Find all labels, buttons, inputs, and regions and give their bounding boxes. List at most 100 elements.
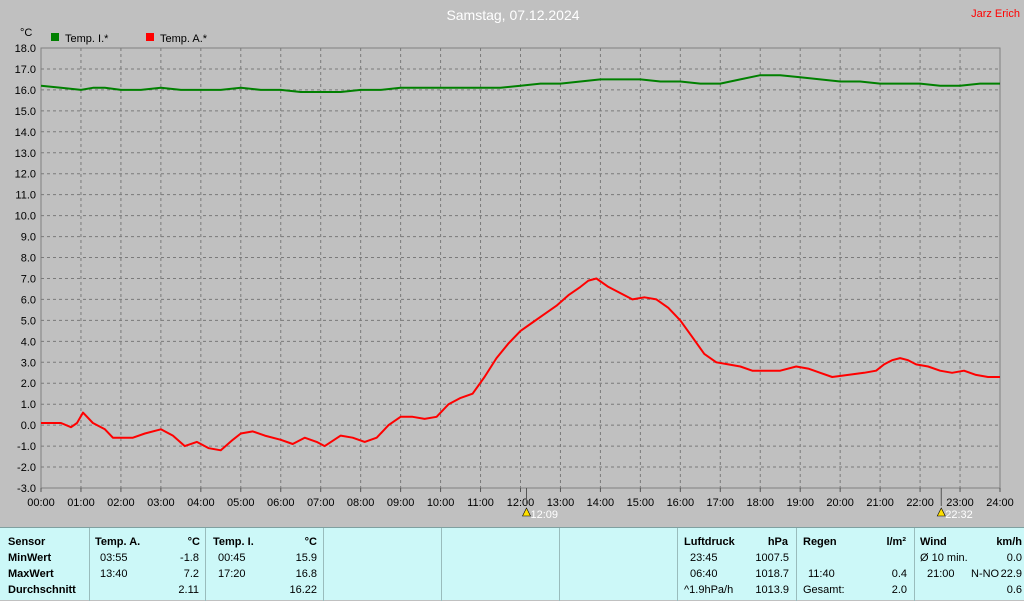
x-axis: 00:00 01:00 02:00 03:00 04:00 05:00 06:00 07:00… <box>27 488 1014 509</box>
x-tick-label: 22:00 <box>906 497 934 509</box>
wind-avg-day-value: 0.6 <box>1006 584 1022 596</box>
x-tick-label: 05:00 <box>227 497 255 509</box>
legend-label-inside: Temp. I.* <box>65 33 109 45</box>
temp-a-avg-value: 2.11 <box>178 584 199 596</box>
x-tick-label: 24:00 <box>986 497 1014 509</box>
temp-i-unit: °C <box>304 536 317 548</box>
x-tick-label: 17:00 <box>707 497 735 509</box>
wind-avg-value: 0.0 <box>1006 552 1022 564</box>
legend: Temp. I.* Temp. A.* <box>51 33 208 45</box>
grid <box>41 48 1000 488</box>
chart-title: Samstag, 07.12.2024 <box>446 7 579 23</box>
y-tick-label: 5.0 <box>21 315 36 327</box>
rain-max-time: 11:40 <box>808 568 835 580</box>
wind-unit: km/h <box>996 536 1022 548</box>
row-label-avg: Durchschnitt <box>8 584 76 596</box>
y-tick-label: 18.0 <box>15 43 36 55</box>
table-divider <box>559 528 560 601</box>
y-tick-label: 10.0 <box>15 211 36 223</box>
rain-unit: l/m² <box>886 536 906 548</box>
rain-max-value: 0.4 <box>891 568 907 580</box>
y-tick-label: 8.0 <box>21 253 36 265</box>
x-tick-label: 20:00 <box>826 497 854 509</box>
table-divider <box>89 528 90 601</box>
pressure-max-time: 06:40 <box>690 568 718 580</box>
x-tick-label: 16:00 <box>667 497 695 509</box>
wind-max-direction: N-NO <box>971 568 1000 580</box>
wind-max-value: 22.9 <box>1000 568 1022 580</box>
temp-i-avg-value: 16.22 <box>289 584 317 596</box>
y-tick-label: 12.0 <box>15 169 36 181</box>
x-tick-label: 10:00 <box>427 497 455 509</box>
x-tick-label: 00:00 <box>27 497 55 509</box>
temp-i-min-value: 15.9 <box>295 552 317 564</box>
y-tick-label: 6.0 <box>21 294 36 306</box>
x-tick-label: 06:00 <box>267 497 295 509</box>
x-tick-label: 08:00 <box>347 497 375 509</box>
sensor-header: Sensor <box>8 536 46 548</box>
table-divider <box>677 528 678 601</box>
temp-a-header: Temp. A. <box>95 536 141 548</box>
x-tick-label: 04:00 <box>187 497 215 509</box>
marker-time-label: 12:09 <box>530 509 558 521</box>
temp-a-max-time: 13:40 <box>100 568 128 580</box>
y-tick-label: 13.0 <box>15 148 36 160</box>
y-tick-label: -3.0 <box>17 483 36 495</box>
temperature-chart: Samstag, 07.12.2024 Jarz Erich °C Temp. … <box>15 7 1020 521</box>
x-tick-label: 02:00 <box>107 497 135 509</box>
legend-swatch-outside <box>146 33 154 41</box>
temp-i-max-value: 16.8 <box>295 568 317 580</box>
temp-a-min-time: 03:55 <box>100 552 128 564</box>
x-tick-label: 21:00 <box>866 497 894 509</box>
rain-total-value: 2.0 <box>891 584 907 596</box>
y-tick-label: 16.0 <box>15 85 36 97</box>
pressure-avg-value: 1013.9 <box>755 584 789 596</box>
x-tick-label: 18:00 <box>746 497 774 509</box>
y-tick-label: 15.0 <box>15 106 36 118</box>
temp-a-min-value: -1.8 <box>180 552 199 564</box>
row-label-max: MaxWert <box>8 568 54 580</box>
series-line-temp-outside <box>41 277 1000 452</box>
y-axis-unit: °C <box>20 27 32 39</box>
x-tick-label: 15:00 <box>627 497 655 509</box>
y-tick-label: 17.0 <box>15 64 36 76</box>
y-tick-label: -2.0 <box>17 462 36 474</box>
marker-group: 12:09 22:32 <box>522 488 973 521</box>
y-tick-label: 14.0 <box>15 127 36 139</box>
x-tick-label: 19:00 <box>786 497 814 509</box>
x-tick-label: 13:00 <box>547 497 575 509</box>
table-divider <box>441 528 442 601</box>
x-tick-label: 01:00 <box>67 497 95 509</box>
y-tick-label: 7.0 <box>21 273 36 285</box>
y-tick-label: 3.0 <box>21 357 36 369</box>
table-divider <box>323 528 324 601</box>
y-tick-label: -1.0 <box>17 441 36 453</box>
table-divider <box>205 528 206 601</box>
sun-marker-icon <box>936 507 946 517</box>
temp-a-max-value: 7.2 <box>183 568 199 580</box>
x-tick-label: 07:00 <box>307 497 335 509</box>
pressure-min-value: 1007.5 <box>755 552 789 564</box>
x-tick-label: 23:00 <box>946 497 974 509</box>
x-tick-label: 03:00 <box>147 497 175 509</box>
x-tick-label: 14:00 <box>587 497 615 509</box>
pressure-min-time: 23:45 <box>690 552 718 564</box>
temp-i-header: Temp. I. <box>213 536 254 548</box>
series-line-temp-inside <box>40 74 1000 93</box>
wind-max-time: 21:00 <box>927 568 955 580</box>
sun-marker-icon <box>522 507 531 517</box>
y-tick-label: 0.0 <box>21 420 36 432</box>
x-tick-label: 09:00 <box>387 497 415 509</box>
pressure-max-value: 1018.7 <box>755 568 789 580</box>
temp-i-min-time: 00:45 <box>218 552 246 564</box>
y-axis: 18.0 17.0 16.0 15.0 14.0 13.0 12.0 11.0 10.0 9.0 8… <box>15 43 36 495</box>
temp-i-max-time: 17:20 <box>218 568 246 580</box>
pressure-unit: hPa <box>767 536 788 548</box>
table-divider <box>914 528 915 601</box>
x-tick-label: 11:00 <box>467 497 494 509</box>
row-label-min: MinWert <box>8 552 52 564</box>
wind-header: Wind <box>920 536 947 548</box>
table-divider <box>796 528 797 601</box>
y-tick-label: 9.0 <box>21 232 36 244</box>
y-tick-label: 4.0 <box>21 336 36 348</box>
